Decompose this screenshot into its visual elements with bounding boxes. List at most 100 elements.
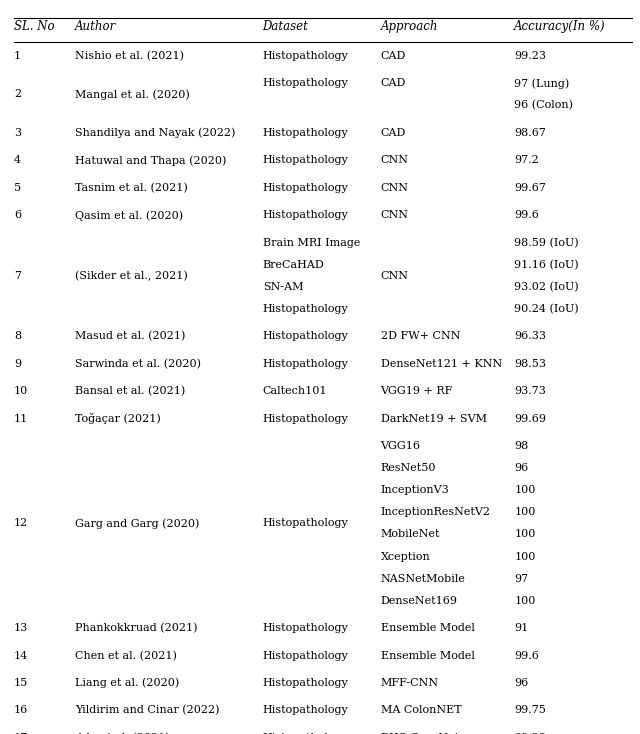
Text: 100: 100 xyxy=(515,529,536,539)
Text: Histopathology: Histopathology xyxy=(262,128,348,138)
Text: 99.23: 99.23 xyxy=(515,51,547,61)
Text: 90.24 (IoU): 90.24 (IoU) xyxy=(515,304,579,314)
Text: 97: 97 xyxy=(515,574,529,584)
Text: 8: 8 xyxy=(14,331,21,341)
Text: 100: 100 xyxy=(515,551,536,562)
Text: SL. No: SL. No xyxy=(14,20,55,33)
Text: 11: 11 xyxy=(14,414,28,424)
Text: BreCaHAD: BreCaHAD xyxy=(262,260,324,269)
Text: Xception: Xception xyxy=(381,551,430,562)
Text: 2D FW+ CNN: 2D FW+ CNN xyxy=(381,331,460,341)
Text: Sarwinda et al. (2020): Sarwinda et al. (2020) xyxy=(75,359,201,369)
Text: 4: 4 xyxy=(14,156,21,165)
Text: Histopathology: Histopathology xyxy=(262,331,348,341)
Text: VGG19 + RF: VGG19 + RF xyxy=(381,386,453,396)
Text: Qasim et al. (2020): Qasim et al. (2020) xyxy=(75,210,183,220)
Text: Histopathology: Histopathology xyxy=(262,518,348,528)
Text: CNN: CNN xyxy=(381,210,408,220)
Text: NASNetMobile: NASNetMobile xyxy=(381,574,465,584)
Text: CNN: CNN xyxy=(381,183,408,193)
Text: 1: 1 xyxy=(14,51,21,61)
Text: DenseNet121 + KNN: DenseNet121 + KNN xyxy=(381,359,502,368)
Text: DenseNet169: DenseNet169 xyxy=(381,596,458,606)
Text: Brain MRI Image: Brain MRI Image xyxy=(262,238,360,247)
Text: 93.73: 93.73 xyxy=(515,386,546,396)
Text: 7: 7 xyxy=(14,271,21,281)
Text: DarkNet19 + SVM: DarkNet19 + SVM xyxy=(381,414,486,424)
Text: MobileNet: MobileNet xyxy=(381,529,440,539)
Text: 9: 9 xyxy=(14,359,21,368)
Text: 99.6: 99.6 xyxy=(515,650,540,661)
Text: 96: 96 xyxy=(515,678,529,688)
Text: 96 (Colon): 96 (Colon) xyxy=(515,101,573,111)
Text: 98.59 (IoU): 98.59 (IoU) xyxy=(515,238,579,248)
Text: 10: 10 xyxy=(14,386,28,396)
Text: InceptionV3: InceptionV3 xyxy=(381,485,449,495)
Text: Nishio et al. (2021): Nishio et al. (2021) xyxy=(75,51,184,61)
Text: Masud et al. (2021): Masud et al. (2021) xyxy=(75,331,185,341)
Text: 93.02 (IoU): 93.02 (IoU) xyxy=(515,282,579,292)
Text: VGG16: VGG16 xyxy=(381,441,420,451)
Text: Hatuwal and Thapa (2020): Hatuwal and Thapa (2020) xyxy=(75,155,226,166)
Text: Histopathology: Histopathology xyxy=(262,733,348,734)
Text: Histopathology: Histopathology xyxy=(262,304,348,314)
Text: ResNet50: ResNet50 xyxy=(381,463,436,473)
Text: 100: 100 xyxy=(515,507,536,517)
Text: Histopathology: Histopathology xyxy=(262,183,348,193)
Text: Histopathology: Histopathology xyxy=(262,414,348,424)
Text: CNN: CNN xyxy=(381,271,408,281)
Text: DHS-CapsNet: DHS-CapsNet xyxy=(381,733,460,734)
Text: Garg and Garg (2020): Garg and Garg (2020) xyxy=(75,518,199,528)
Text: Histopathology: Histopathology xyxy=(262,705,348,716)
Text: 97 (Lung): 97 (Lung) xyxy=(515,78,570,89)
Text: Histopathology: Histopathology xyxy=(262,156,348,165)
Text: 100: 100 xyxy=(515,485,536,495)
Text: 2: 2 xyxy=(14,90,21,99)
Text: 99.75: 99.75 xyxy=(515,705,546,716)
Text: Ensemble Model: Ensemble Model xyxy=(381,623,474,633)
Text: 13: 13 xyxy=(14,623,28,633)
Text: CNN: CNN xyxy=(381,156,408,165)
Text: MA ColonNET: MA ColonNET xyxy=(381,705,461,716)
Text: 6: 6 xyxy=(14,210,21,220)
Text: 96.33: 96.33 xyxy=(515,331,547,341)
Text: Accuracy(In %): Accuracy(In %) xyxy=(515,20,606,33)
Text: Tasnim et al. (2021): Tasnim et al. (2021) xyxy=(75,183,188,193)
Text: Yildirim and Cinar (2022): Yildirim and Cinar (2022) xyxy=(75,705,219,716)
Text: 99.23: 99.23 xyxy=(515,733,547,734)
Text: CAD: CAD xyxy=(381,128,406,138)
Text: SN-AM: SN-AM xyxy=(262,282,303,292)
Text: CAD: CAD xyxy=(381,51,406,61)
Text: Approach: Approach xyxy=(381,20,438,33)
Text: 91: 91 xyxy=(515,623,529,633)
Text: Phankokkruad (2021): Phankokkruad (2021) xyxy=(75,623,197,633)
Text: Caltech101: Caltech101 xyxy=(262,386,327,396)
Text: Histopathology: Histopathology xyxy=(262,51,348,61)
Text: 99.67: 99.67 xyxy=(515,183,546,193)
Text: Histopathology: Histopathology xyxy=(262,79,348,88)
Text: Shandilya and Nayak (2022): Shandilya and Nayak (2022) xyxy=(75,128,235,138)
Text: CAD: CAD xyxy=(381,79,406,88)
Text: 99.69: 99.69 xyxy=(515,414,547,424)
Text: Mangal et al. (2020): Mangal et al. (2020) xyxy=(75,89,189,100)
Text: 97.2: 97.2 xyxy=(515,156,539,165)
Text: 96: 96 xyxy=(515,463,529,473)
Text: 17: 17 xyxy=(14,733,28,734)
Text: 14: 14 xyxy=(14,650,28,661)
Text: Histopathology: Histopathology xyxy=(262,623,348,633)
Text: 3: 3 xyxy=(14,128,21,138)
Text: 98.53: 98.53 xyxy=(515,359,547,368)
Text: Dataset: Dataset xyxy=(262,20,308,33)
Text: Histopathology: Histopathology xyxy=(262,678,348,688)
Text: 98.67: 98.67 xyxy=(515,128,546,138)
Text: Author: Author xyxy=(75,20,116,33)
Text: Histopathology: Histopathology xyxy=(262,650,348,661)
Text: 98: 98 xyxy=(515,441,529,451)
Text: Toğaçar (2021): Toğaçar (2021) xyxy=(75,413,161,424)
Text: Chen et al. (2021): Chen et al. (2021) xyxy=(75,650,177,661)
Text: 15: 15 xyxy=(14,678,28,688)
Text: Histopathology: Histopathology xyxy=(262,359,348,368)
Text: Ensemble Model: Ensemble Model xyxy=(381,650,474,661)
Text: 91.16 (IoU): 91.16 (IoU) xyxy=(515,260,579,270)
Text: InceptionResNetV2: InceptionResNetV2 xyxy=(381,507,490,517)
